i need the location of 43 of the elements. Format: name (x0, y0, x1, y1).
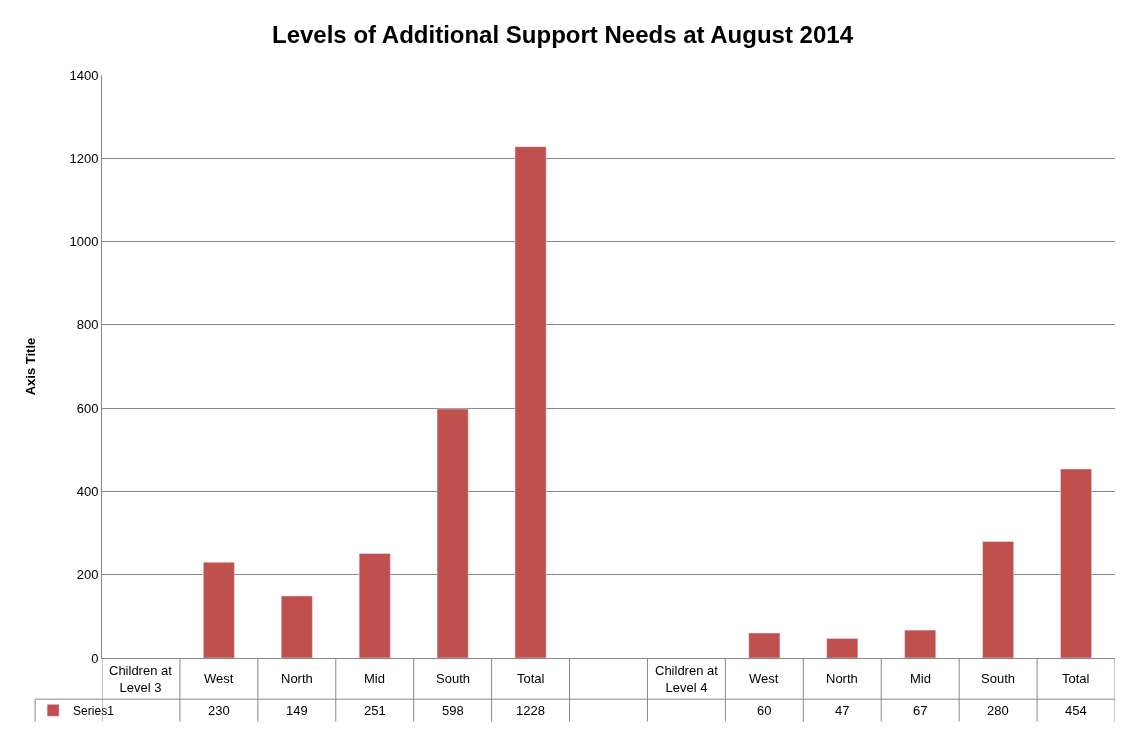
bar (203, 561, 235, 658)
data-label: 1228 (516, 703, 545, 718)
bar (514, 146, 547, 658)
data-label: 67 (913, 703, 928, 718)
x-tick-label: Children at Level 4 (655, 663, 719, 695)
y-tick-label: 200 (76, 567, 99, 583)
x-tick-label: Mid (364, 671, 385, 686)
bar (1060, 468, 1092, 658)
bar (748, 632, 781, 658)
chart-title: Levels of Additional Support Needs at August 2014 (272, 20, 854, 48)
y-tick-label: 600 (76, 400, 99, 416)
x-tick-label: Mid (910, 671, 931, 686)
y-tick-label: 0 (91, 650, 99, 666)
data-label: 230 (208, 703, 230, 718)
data-label: 47 (835, 703, 850, 718)
data-label: 280 (987, 703, 1009, 718)
x-tick-label: Children at Level 3 (109, 663, 173, 695)
x-tick-label: Total (517, 671, 545, 686)
data-label: 454 (1065, 703, 1087, 718)
data-label: 598 (442, 703, 464, 718)
x-tick-label: Total (1062, 671, 1090, 686)
x-tick-label: West (749, 671, 779, 686)
data-label: 251 (364, 703, 386, 718)
x-tick-label: South (436, 671, 470, 686)
x-tick-label: West (204, 671, 234, 686)
x-tick-label: North (826, 671, 858, 686)
data-label: 149 (286, 703, 308, 718)
legend-label: Series1 (73, 704, 115, 719)
bar (280, 595, 313, 658)
bar (436, 408, 469, 658)
y-tick-label: 1400 (69, 67, 99, 83)
bar (982, 541, 1014, 658)
x-tick-label: North (281, 671, 313, 686)
y-tick-label: 400 (76, 483, 99, 499)
y-axis-title: Axis Title (23, 337, 39, 396)
y-tick-label: 800 (76, 317, 99, 333)
bar (826, 638, 859, 658)
bar (358, 553, 391, 658)
data-label: 60 (757, 703, 772, 718)
bar (904, 629, 937, 658)
x-tick-label: South (981, 671, 1015, 686)
y-tick-label: 1200 (69, 150, 99, 166)
y-tick-label: 1000 (69, 234, 99, 250)
